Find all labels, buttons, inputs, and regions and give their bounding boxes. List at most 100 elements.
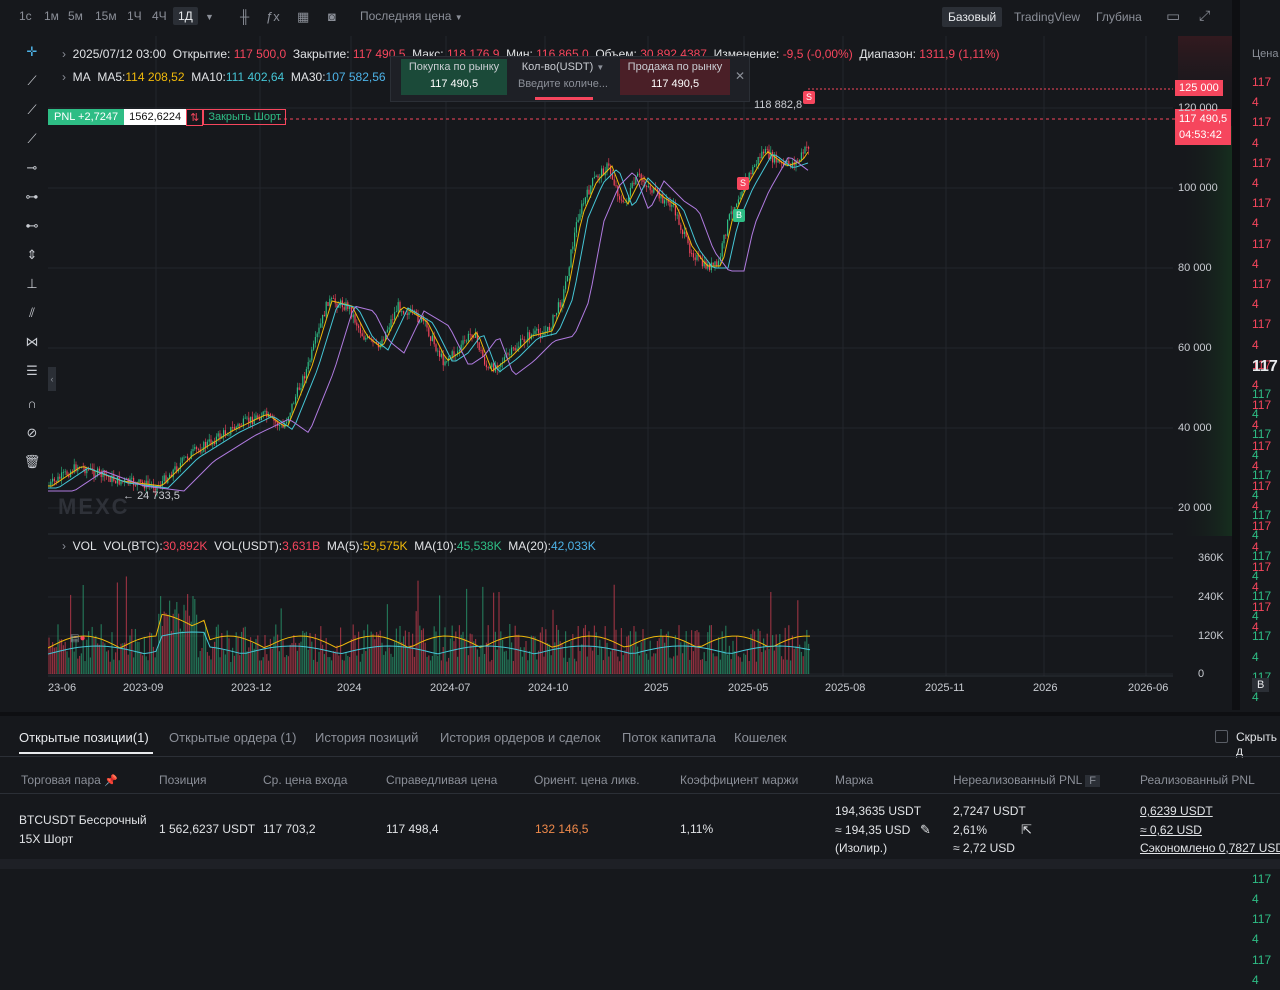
price-chart[interactable]: MEXC › 2025/07/12 03:00 Открытие: 117 50… [48,36,1232,710]
tf-15m[interactable]: 15м [95,9,117,23]
crosshair-icon[interactable]: ✛ [26,44,38,59]
row-rpnl-saved[interactable]: Сэкономлено 0,7827 USDT [1140,841,1280,855]
orderbook-mode[interactable]: B [1252,678,1270,692]
market-buy-button[interactable]: Покупка по рынку 117 490,5 [401,59,507,95]
price-range-icon[interactable]: ⊥ [26,276,38,291]
horizontal-scrollbar[interactable] [0,859,1280,869]
orderbook-bid-price[interactable]: 117 4 [1252,912,1272,947]
tf-1m[interactable]: 1м [44,9,59,23]
ma-label[interactable]: MA [72,70,91,84]
orderbook-bid-price[interactable]: 117 4 [1252,387,1272,422]
tf-5m[interactable]: 5м [68,9,83,23]
orderbook-bid-price[interactable]: 117 4 [1252,629,1272,664]
orderbook-ask-price[interactable]: 117 4 [1252,196,1272,231]
parallel-channel-icon[interactable]: ⫽ [29,305,35,320]
collapse-ma-icon[interactable]: › [62,70,66,84]
close-short-button[interactable]: Закрыть Шорт [203,109,286,125]
hide-drawings-icon[interactable]: ⊘ [26,425,38,440]
sell-marker[interactable]: S [803,91,815,104]
horizontal-line-icon[interactable]: ⊶ [25,189,39,204]
fib-icon[interactable]: ⋈ [25,334,39,349]
row-pair[interactable]: BTCUSDT Бессрочный [19,813,147,827]
orderbook-ask-price[interactable]: 117 4 [1252,75,1272,110]
orderbook-ask-price[interactable]: 117 4 [1252,357,1272,393]
trash-icon[interactable]: 🗑 [23,454,41,469]
tf-1d[interactable]: 1Д [173,7,198,25]
tf-1s[interactable]: 1с [19,9,32,23]
candle-type-icon[interactable]: ╫ [240,9,250,24]
view-depth[interactable]: Глубина [1096,10,1142,24]
orderbook-ask-price[interactable]: 117 4 [1252,115,1272,150]
panel-divider[interactable] [1232,0,1240,710]
market-sell-button[interactable]: Продажа по рынку 117 490,5 [620,59,730,95]
tab-position-history[interactable]: История позиций [315,730,419,745]
trendline-icon[interactable]: ⟋ [27,73,37,88]
horizontal-ray-icon[interactable]: ⊸ [26,160,38,175]
fullscreen-icon[interactable]: ⤢ [1199,7,1211,23]
candle-body [111,475,113,483]
magnet-icon[interactable]: ∩ [27,396,37,411]
orderbook-ask-price[interactable]: 117 4 [1252,277,1272,312]
view-tradingview[interactable]: TradingView [1014,10,1081,24]
window-icon[interactable]: ▭ [1166,8,1181,25]
orderbook-ask-price[interactable]: 117 4 [1252,317,1272,352]
position-line-widget[interactable]: PNL +2,7247 1562,6224 ⇅ Закрыть Шорт [48,108,286,126]
chart-canvas[interactable] [48,36,1232,710]
tab-wallet[interactable]: Кошелек [734,730,787,745]
reverse-icon[interactable]: ⇅ [186,108,204,126]
row-leverage[interactable]: 15X Шорт [19,832,74,846]
ray-icon[interactable]: ⟋ [27,102,37,117]
indicators-icon[interactable]: ƒx [266,9,280,24]
hide-checkbox[interactable] [1215,730,1228,743]
tab-capital-flow[interactable]: Поток капитала [622,730,716,745]
layout-icon[interactable]: ▦ [297,9,310,24]
orderbook-bid-price[interactable]: 117 4 [1252,508,1272,543]
vertical-line-icon[interactable]: ⇕ [26,247,38,262]
close-icon[interactable]: ✕ [735,69,746,83]
sell-marker[interactable]: S [737,177,749,190]
orderbook-bid-price[interactable]: 117 4 [1252,952,1272,987]
collapse-toolbar-icon[interactable]: ‹ [48,367,56,391]
candle-body [53,478,55,481]
tf-4h[interactable]: 4Ч [152,9,167,23]
tab-open-orders[interactable]: Открытые ордера (1) [169,730,297,745]
tab-order-history[interactable]: История ордеров и сделок [440,730,601,745]
orderbook-bid-price[interactable]: 117 4 [1252,589,1272,624]
orderbook-ask-price[interactable]: 117 4 [1252,600,1272,635]
orderbook-ask-price[interactable]: 117 4 [1252,155,1272,191]
collapse-info-icon[interactable]: › [62,47,66,61]
qty-input[interactable]: Введите количе... [518,78,608,90]
row-rpnl[interactable]: 0,6239 USDT [1140,804,1213,818]
quantity-field[interactable]: Кол-во(USDT) ▼ Введите количе... [515,59,611,93]
horizontal-segment-icon[interactable]: ⊷ [25,218,39,233]
event-icon[interactable]: ▤● [70,633,86,644]
orderbook-ask-price[interactable]: 117 4 [1252,398,1272,433]
pnl-mode-toggle[interactable]: F [1085,775,1100,787]
view-basic[interactable]: Базовый [942,7,1003,27]
collapse-vol-icon[interactable]: › [62,539,66,553]
orderbook-ask-price[interactable]: 117 4 [1252,438,1272,473]
tf-1h[interactable]: 1Ч [127,9,142,23]
extended-line-icon[interactable]: ⟋ [27,131,37,146]
buy-marker[interactable]: B [733,209,745,222]
row-rpnl-usd[interactable]: ≈ 0,62 USD [1140,823,1202,837]
camera-icon[interactable]: ◙ [328,9,336,24]
candle-body [692,253,694,258]
orderbook-ask-price[interactable]: 117 4 [1252,479,1272,514]
edit-margin-icon[interactable]: ✎ [920,822,931,837]
orderbook-bid-price[interactable]: 117 4 [1252,871,1272,907]
orderbook-bid-price[interactable]: 117 4 [1252,427,1272,462]
tab-open-positions[interactable]: Открытые позиции(1) [19,730,149,745]
pin-icon[interactable]: 📌 [104,775,118,787]
more-timeframes-icon[interactable]: ▼ [205,12,214,22]
orderbook-bid-price[interactable]: 117 4 [1252,548,1272,583]
orderbook-ask-price[interactable]: 117 4 [1252,559,1272,595]
price-mode-select[interactable]: Последняя цена ▼ [360,9,463,23]
orderbook-bid-price[interactable]: 117 4 [1252,467,1272,503]
orderbook-ask-price[interactable]: 117 4 [1252,236,1272,271]
share-pnl-icon[interactable]: ⇱ [1021,822,1032,837]
qty-unit-dropdown-icon[interactable]: ▼ [596,63,605,72]
orderbook-ask-price[interactable]: 117 4 [1252,519,1272,554]
text-lines-icon[interactable]: ☰ [26,363,38,378]
vol-label[interactable]: VOL [72,539,97,553]
